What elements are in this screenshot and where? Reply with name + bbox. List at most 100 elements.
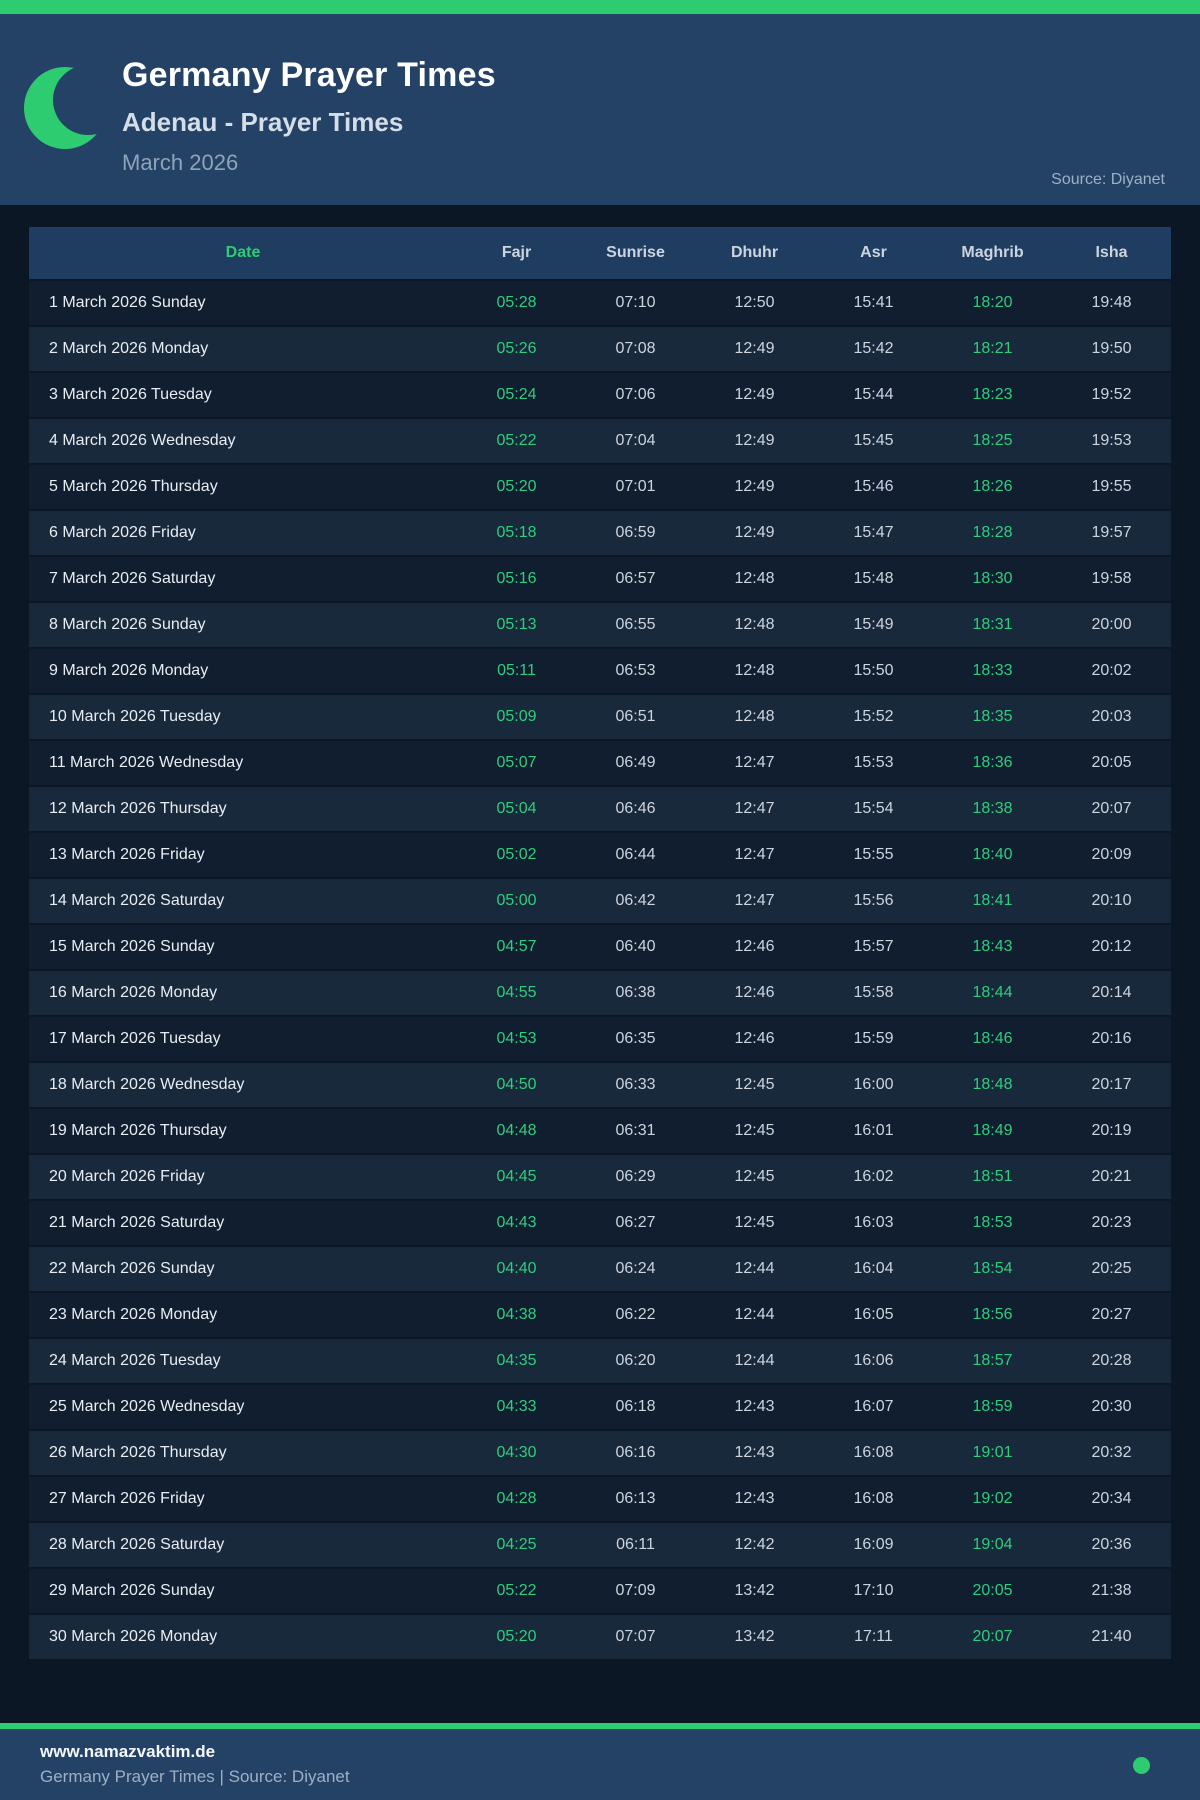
asr-time-cell: 15:47 [853, 524, 894, 541]
date-cell: 14 March 2026 Saturday [49, 892, 225, 909]
date-cell: 10 March 2026 Tuesday [49, 708, 221, 725]
asr-time-cell: 15:52 [853, 708, 894, 725]
sunrise-time-cell: 06:49 [615, 754, 656, 771]
maghrib-time-cell: 18:23 [972, 386, 1013, 403]
date-cell: 25 March 2026 Wednesday [49, 1398, 245, 1415]
dhuhr-time-cell: 12:47 [734, 892, 775, 909]
asr-time-cell: 16:06 [853, 1352, 894, 1369]
asr-time-cell: 16:07 [853, 1398, 894, 1415]
date-cell: 13 March 2026 Friday [49, 846, 205, 863]
sunrise-time-cell: 07:01 [615, 478, 656, 495]
fajr-time-cell: 04:55 [496, 984, 537, 1001]
month-label: March 2026 [122, 150, 239, 175]
fajr-time-cell: 04:25 [496, 1536, 537, 1553]
isha-time-cell: 21:40 [1091, 1628, 1132, 1645]
isha-time-cell: 20:28 [1091, 1352, 1132, 1369]
table-row: 3 March 2026 Tuesday 05:24 07:06 12:49 15:44… [29, 373, 1171, 417]
date-cell: 5 March 2026 Thursday [49, 478, 218, 495]
isha-time-cell: 19:58 [1091, 570, 1132, 587]
sunrise-time-cell: 07:09 [615, 1582, 656, 1599]
maghrib-time-cell: 18:41 [972, 892, 1013, 909]
dhuhr-time-cell: 12:43 [734, 1444, 775, 1461]
table-header-row: Date Fajr Sunrise Dhuhr Asr Maghrib Isha [29, 227, 1171, 279]
page-footer: www.namazvaktim.de Germany Prayer Times … [0, 1723, 1200, 1800]
dhuhr-time-cell: 12:48 [734, 708, 775, 725]
asr-time-cell: 15:46 [853, 478, 894, 495]
isha-time-cell: 20:19 [1091, 1122, 1132, 1139]
asr-time-cell: 15:59 [853, 1030, 894, 1047]
date-cell: 7 March 2026 Saturday [49, 570, 216, 587]
asr-time-cell: 16:05 [853, 1306, 894, 1323]
isha-time-cell: 20:05 [1091, 754, 1132, 771]
asr-time-cell: 15:45 [853, 432, 894, 449]
isha-time-cell: 20:03 [1091, 708, 1132, 725]
dhuhr-time-cell: 12:47 [734, 800, 775, 817]
asr-time-cell: 16:08 [853, 1444, 894, 1461]
date-cell: 22 March 2026 Sunday [49, 1260, 215, 1277]
dhuhr-time-cell: 12:44 [734, 1352, 775, 1369]
sunrise-time-cell: 06:16 [615, 1444, 656, 1461]
asr-time-cell: 15:54 [853, 800, 894, 817]
table-row: 28 March 2026 Saturday 04:25 06:11 12:42 16:… [29, 1523, 1171, 1567]
table-row: 30 March 2026 Monday 05:20 07:07 13:42 17:11… [29, 1615, 1171, 1659]
isha-time-cell: 21:38 [1091, 1582, 1132, 1599]
sunrise-time-cell: 06:53 [615, 662, 656, 679]
asr-time-cell: 17:11 [854, 1628, 893, 1645]
maghrib-time-cell: 20:05 [972, 1582, 1013, 1599]
sunrise-time-cell: 06:24 [615, 1260, 656, 1277]
dhuhr-time-cell: 12:49 [734, 386, 775, 403]
maghrib-time-cell: 18:48 [972, 1076, 1013, 1093]
date-cell: 8 March 2026 Sunday [49, 616, 206, 633]
page-subtitle: Adenau - Prayer Times [122, 107, 404, 137]
fajr-time-cell: 05:22 [496, 1582, 537, 1599]
dhuhr-time-cell: 12:45 [734, 1122, 775, 1139]
prayer-times-table: Date Fajr Sunrise Dhuhr Asr Maghrib Isha 1 Mar… [29, 227, 1171, 1659]
fajr-time-cell: 04:57 [496, 938, 537, 955]
sunrise-time-cell: 06:59 [615, 524, 656, 541]
dhuhr-time-cell: 12:45 [734, 1214, 775, 1231]
maghrib-time-cell: 18:57 [972, 1352, 1013, 1369]
maghrib-time-cell: 18:28 [972, 524, 1013, 541]
dhuhr-time-cell: 12:47 [734, 754, 775, 771]
date-cell: 4 March 2026 Wednesday [49, 432, 236, 449]
dhuhr-time-cell: 12:43 [734, 1398, 775, 1415]
table-row: 29 March 2026 Sunday 05:22 07:09 13:42 17:10… [29, 1569, 1171, 1613]
dhuhr-time-cell: 12:50 [734, 294, 775, 311]
date-cell: 1 March 2026 Sunday [49, 294, 206, 311]
sunrise-time-cell: 06:57 [615, 570, 656, 587]
isha-time-cell: 20:12 [1091, 938, 1132, 955]
maghrib-time-cell: 18:30 [972, 570, 1013, 587]
fajr-time-cell: 05:11 [497, 662, 536, 679]
isha-time-cell: 20:27 [1091, 1306, 1132, 1323]
dhuhr-time-cell: 12:46 [734, 938, 775, 955]
table-row: 13 March 2026 Friday 05:02 06:44 12:47 15:55… [29, 833, 1171, 877]
asr-time-cell: 15:44 [853, 386, 894, 403]
date-cell: 2 March 2026 Monday [49, 340, 209, 357]
maghrib-time-cell: 18:51 [972, 1168, 1013, 1185]
table-row: 14 March 2026 Saturday 05:00 06:42 12:47 15:… [29, 879, 1171, 923]
fajr-time-cell: 04:45 [496, 1168, 537, 1185]
dhuhr-time-cell: 12:49 [734, 478, 775, 495]
asr-time-cell: 15:58 [853, 984, 894, 1001]
crescent-moon-icon [24, 65, 110, 149]
maghrib-time-cell: 18:49 [972, 1122, 1013, 1139]
asr-time-cell: 16:01 [853, 1122, 894, 1139]
table-row: 12 March 2026 Thursday 05:04 06:46 12:47 15:… [29, 787, 1171, 831]
page-title: Germany Prayer Times [122, 56, 496, 94]
sunrise-time-cell: 06:22 [615, 1306, 656, 1323]
header-titles: Germany Prayer Times Adenau - Prayer Tim… [122, 56, 496, 176]
isha-time-cell: 19:57 [1091, 524, 1132, 541]
dhuhr-time-cell: 12:49 [734, 432, 775, 449]
table-row: 5 March 2026 Thursday 05:20 07:01 12:49 15:4… [29, 465, 1171, 509]
sunrise-time-cell: 06:55 [615, 616, 656, 633]
table-row: 9 March 2026 Monday 05:11 06:53 12:48 15:50 1… [29, 649, 1171, 693]
asr-time-cell: 17:10 [853, 1582, 894, 1599]
dhuhr-time-cell: 12:47 [734, 846, 775, 863]
website-link[interactable]: www.namazvaktim.de [40, 1742, 216, 1761]
fajr-time-cell: 05:09 [496, 708, 537, 725]
sunrise-time-cell: 07:10 [615, 294, 656, 311]
table-row: 21 March 2026 Saturday 04:43 06:27 12:45 16:… [29, 1201, 1171, 1245]
sunrise-time-cell: 07:07 [615, 1628, 656, 1645]
date-cell: 19 March 2026 Thursday [49, 1122, 227, 1139]
date-cell: 6 March 2026 Friday [49, 524, 196, 541]
